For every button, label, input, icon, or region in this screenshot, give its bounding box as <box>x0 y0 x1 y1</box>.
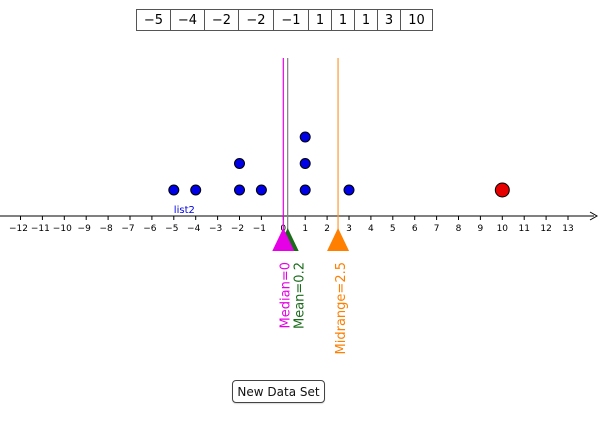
data-dot <box>299 184 311 196</box>
data-dot <box>168 184 180 196</box>
x-tick-label: −4 <box>187 224 201 234</box>
x-tick-label: 5 <box>390 224 396 234</box>
x-tick-label: 12 <box>540 224 551 234</box>
data-dot <box>234 184 245 196</box>
data-dot <box>299 158 311 169</box>
data-value-cell: 10 <box>400 9 433 31</box>
statistic-label: Mean=0.2 <box>293 262 308 329</box>
x-tick-label: −12 <box>9 224 28 234</box>
x-tick-label: 8 <box>456 224 462 234</box>
x-tick-label: −10 <box>53 224 72 234</box>
x-tick-label: −7 <box>121 224 134 234</box>
x-tick-label: 4 <box>368 224 374 234</box>
x-tick-label: 13 <box>562 224 573 234</box>
statistic-marker <box>327 228 350 251</box>
data-dot <box>234 158 245 169</box>
data-value-cell: −5 <box>136 9 171 31</box>
statistic-label: Median=0 <box>278 262 293 328</box>
x-tick-label: 10 <box>497 224 509 234</box>
statistic-lines <box>282 58 339 232</box>
new-data-set-button[interactable]: New Data Set <box>232 380 325 403</box>
x-tick-label: 2 <box>324 224 330 234</box>
data-value-cell: −2 <box>204 9 239 31</box>
data-value-cell: −1 <box>273 9 309 31</box>
x-tick-label: 3 <box>346 224 352 234</box>
x-tick-label: 7 <box>434 224 440 234</box>
x-tick-label: 11 <box>518 224 529 234</box>
x-tick-label: −8 <box>99 224 113 234</box>
data-dot <box>299 131 311 143</box>
data-dots: list2 <box>168 131 510 216</box>
x-tick-label: 6 <box>412 224 418 234</box>
data-dot <box>190 184 202 196</box>
data-dot <box>343 184 355 196</box>
x-axis-arrow <box>589 211 599 221</box>
data-value-cell: −2 <box>238 9 274 31</box>
statistic-marker <box>272 228 295 251</box>
data-values-row: −5 −4 −2 −2 −1 1 1 1 3 10 <box>136 9 433 31</box>
data-dot <box>494 182 510 198</box>
x-tick-label: −3 <box>209 224 222 234</box>
data-dot <box>255 184 267 196</box>
x-tick-label: −5 <box>165 224 178 234</box>
data-value-cell: 1 <box>308 9 332 31</box>
data-values-table: −5 −4 −2 −2 −1 1 1 1 3 10 <box>136 9 433 31</box>
x-tick-label: 9 <box>478 224 484 234</box>
x-tick-label: −2 <box>231 224 244 234</box>
statistic-markers: Median=0 Mean=0.2 Midrange=2.5 <box>272 228 350 354</box>
x-tick-label: −1 <box>253 224 266 234</box>
x-axis: −12−11−10−9−8−7−6−5−4−3−2−10123456789101… <box>0 211 599 234</box>
x-tick-label: 1 <box>302 224 308 234</box>
x-tick-label: −11 <box>31 224 50 234</box>
series-label: list2 <box>174 205 195 216</box>
x-tick-label: −6 <box>143 224 157 234</box>
statistic-label: Midrange=2.5 <box>334 262 349 354</box>
x-tick-label: −9 <box>78 224 92 234</box>
